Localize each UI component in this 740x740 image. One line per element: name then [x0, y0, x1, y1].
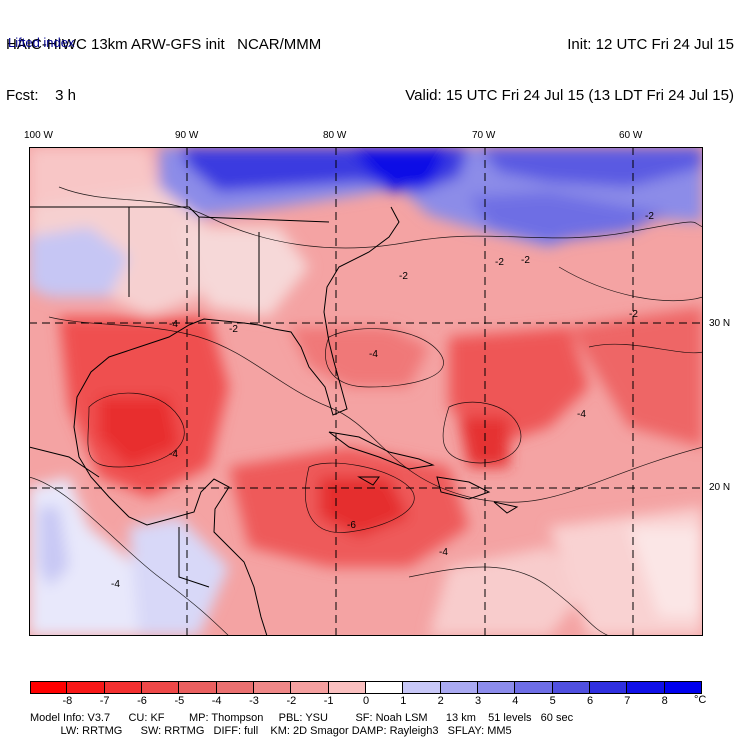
colorbar-swatch — [590, 681, 628, 693]
colorbar-tick-label: 4 — [512, 695, 519, 707]
contour-label: -6 — [347, 520, 356, 531]
colorbar-tick-label: 2 — [437, 695, 444, 707]
contour-label-group: -2 -2 -2 -2 -2 -2 -4 -4 -4 -4 -4 -6 -4 — [111, 211, 654, 590]
contour-label: -2 — [521, 255, 530, 266]
contour-label: -4 — [577, 409, 586, 420]
contour-label: -2 — [495, 257, 504, 268]
colorbar-swatch — [30, 681, 68, 693]
contour-label: -4 — [169, 449, 178, 460]
colorbar-tick-label: -3 — [249, 695, 259, 707]
contour-label: -4 — [439, 547, 448, 558]
contour-label: -2 — [645, 211, 654, 222]
colorbar-tick-label: 5 — [549, 695, 556, 707]
colorbar-tick-label: -1 — [323, 695, 334, 707]
colorbar-swatch — [478, 681, 516, 693]
colorbar-tick-label: 8 — [661, 695, 668, 707]
colorbar-tick-label: 3 — [474, 695, 482, 707]
colorbar-swatch — [216, 681, 254, 693]
colorbar-swatch — [254, 681, 292, 693]
colorbar-tick-label: -5 — [174, 695, 185, 707]
forecast-hour: Fcst: 3 h — [6, 87, 77, 104]
model-info-line-1: Model Info: V3.7 CU: KF MP: Thompson PBL… — [30, 712, 574, 724]
lon-label-90w: 90 W — [175, 130, 199, 141]
init-time: Init: 12 UTC Fri 24 Jul 15 — [567, 36, 734, 53]
contour-label: -2 — [629, 309, 638, 320]
lon-label-100w: 100 W — [24, 130, 53, 141]
shaded-field — [29, 147, 703, 636]
header-right: Init: 12 UTC Fri 24 Jul 15 Valid: 15 UTC… — [405, 2, 734, 121]
colorbar-tick-label: 0 — [362, 695, 370, 707]
colorbar-swatch — [328, 681, 366, 693]
colorbar-swatch — [440, 681, 478, 693]
colorbar-swatch — [67, 681, 105, 693]
coastlines — [29, 206, 519, 636]
valid-time: Valid: 15 UTC Fri 24 Jul 15 (13 LDT Fri … — [405, 87, 734, 104]
colorbar-tick-label: -4 — [211, 695, 222, 707]
model-info-line-2: LW: RRTMG SW: RRTMG DIFF: full KM: 2D Sm… — [30, 725, 512, 737]
colorbar-swatch — [552, 681, 590, 693]
lon-label-80w: 80 W — [323, 130, 347, 141]
lon-label-70w: 70 W — [472, 130, 496, 141]
colorbar-swatch — [104, 681, 142, 693]
contour-label: -4 — [169, 319, 178, 330]
lat-label-30n: 30 N — [709, 318, 731, 329]
colorbar-tick-label: 7 — [624, 695, 631, 707]
colorbar-tick-label: 1 — [400, 695, 407, 707]
colorbar-tick-label: 6 — [586, 695, 594, 707]
contour-label: -2 — [229, 324, 238, 335]
contour-lines — [29, 186, 703, 636]
colorbar-tick-label: -7 — [99, 695, 110, 707]
colorbar-swatch — [291, 681, 329, 693]
contour-label: -2 — [399, 271, 408, 282]
field-name: Lifted index — [8, 35, 75, 50]
lat-lon-grid — [29, 147, 703, 636]
contour-label: -4 — [111, 579, 120, 590]
colorbar-unit: °C — [694, 694, 707, 706]
colorbar-swatch — [366, 681, 404, 693]
colorbar-tick-label: -8 — [62, 695, 73, 707]
lifted-index-map: -2 -2 -2 -2 -2 -2 -4 -4 -4 -4 -4 -6 -4 — [29, 147, 703, 636]
colorbar-swatch — [627, 681, 665, 693]
colorbar-swatch — [142, 681, 180, 693]
lon-label-60w: 60 W — [619, 130, 643, 141]
colorbar-tick-label: -2 — [286, 695, 297, 707]
colorbar-tick-label: -6 — [137, 695, 147, 707]
colorbar-swatch — [403, 681, 441, 693]
model-title: HAIC-HIWC 13km ARW-GFS init NCAR/MMM — [6, 36, 322, 53]
colorbar-swatch — [664, 681, 702, 693]
contour-label: -4 — [369, 349, 378, 360]
colorbar-swatch — [515, 681, 553, 693]
map-frame — [29, 147, 703, 636]
colorbar-swatch — [179, 681, 217, 693]
lat-label-20n: 20 N — [709, 482, 731, 493]
header-left: HAIC-HIWC 13km ARW-GFS init NCAR/MMM Fcs… — [6, 2, 321, 121]
